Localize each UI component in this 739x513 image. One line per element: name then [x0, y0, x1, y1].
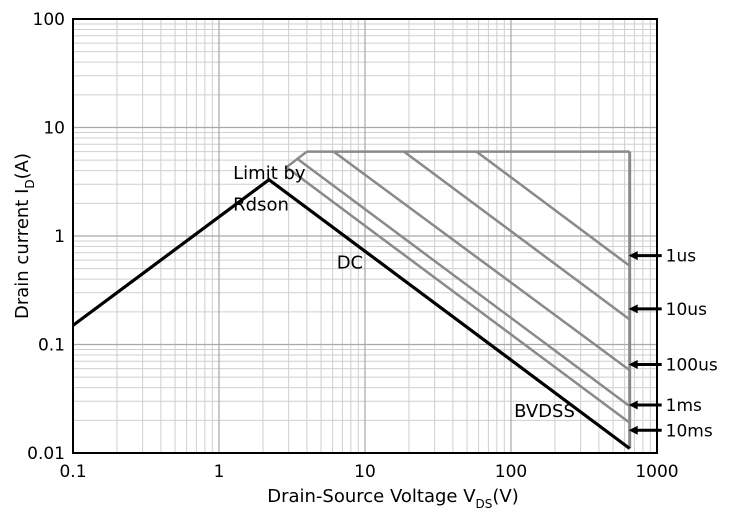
series-line-100us — [332, 150, 631, 372]
series-line-DC — [72, 177, 631, 450]
pulse-arrow-head — [628, 400, 638, 410]
y-axis-title-unit: (A) — [12, 153, 33, 179]
x-axis-title-main: Drain-Source Voltage V — [267, 486, 476, 507]
annotation-bvdss: BVDSS — [514, 401, 575, 422]
plot-frame — [72, 18, 658, 454]
annotation-limit-by: Limit by — [233, 163, 306, 184]
pulse-label-1ms: 1ms — [666, 396, 702, 416]
y-tick-label: 0.01 — [27, 444, 65, 464]
pulse-arrow-head — [628, 251, 638, 261]
x-tick-label: 10 — [354, 462, 376, 482]
pulse-label-10ms: 10ms — [666, 421, 713, 441]
x-axis-title-unit: (V) — [492, 486, 518, 507]
x-axis-title: Drain-Source Voltage VDS(V) — [267, 486, 519, 511]
pulse-arrow-head — [628, 304, 638, 314]
y-tick-label: 1 — [54, 227, 65, 247]
pulse-label-1us: 1us — [666, 247, 697, 267]
x-tick-label: 0.1 — [59, 462, 86, 482]
y-axis-title-subscript: D — [23, 179, 37, 188]
x-tick-label: 100 — [495, 462, 527, 482]
pulse-label-10us: 10us — [666, 300, 707, 320]
series-line-10ms — [285, 166, 631, 424]
y-tick-label: 0.1 — [38, 336, 65, 356]
series-line-10us — [403, 150, 631, 321]
x-tick-label: 1 — [214, 462, 225, 482]
pulse-label-100us: 100us — [666, 355, 718, 375]
series-line-1us — [475, 150, 631, 267]
series-layer — [72, 150, 632, 450]
annotation-rdson: Rdson — [233, 194, 289, 215]
y-tick-label: 10 — [43, 119, 65, 139]
x-tick-label: 1000 — [635, 462, 678, 482]
y-axis-title: Drain current ID(A) — [12, 153, 37, 319]
rdson-limit-segment — [285, 150, 308, 169]
annotations: Limit by Rdson DC BVDSS 1us 10us 100us 1ms 10ms — [233, 163, 718, 441]
y-tick-label: 100 — [33, 10, 65, 30]
y-axis-title-main: Drain current I — [12, 189, 33, 319]
x-axis-title-subscript: DS — [476, 497, 493, 511]
pulse-arrow-head — [628, 359, 638, 369]
series-line-1ms — [295, 157, 631, 408]
pulse-arrow-head — [628, 425, 638, 435]
annotation-dc: DC — [337, 253, 363, 274]
major-gridlines — [73, 19, 657, 453]
